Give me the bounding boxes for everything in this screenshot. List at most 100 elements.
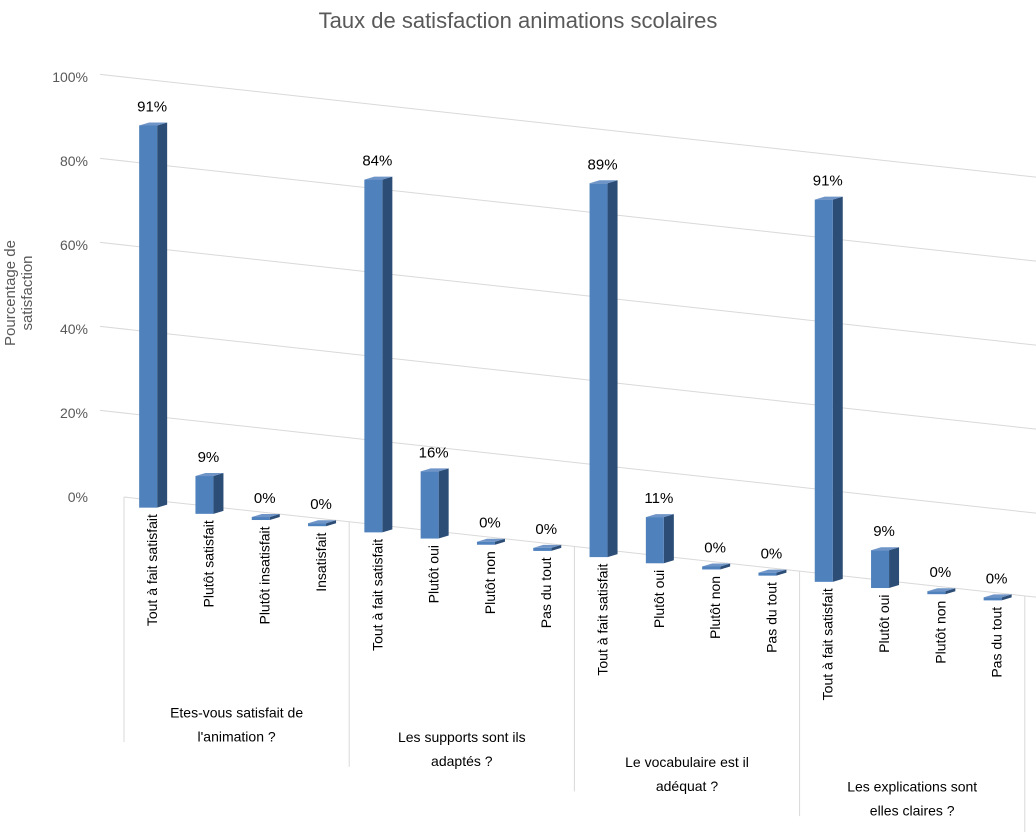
bar xyxy=(758,572,777,576)
bar-top xyxy=(645,514,674,518)
category-label: Pas du tout xyxy=(538,557,554,628)
category-label: Plutôt non xyxy=(482,551,498,614)
group-label: l'animation ? xyxy=(198,728,276,744)
bar-top xyxy=(758,569,787,573)
category-label: Plutôt non xyxy=(707,576,723,639)
data-label: 9% xyxy=(198,449,220,466)
data-label: 89% xyxy=(588,156,618,173)
bar xyxy=(533,547,552,551)
y-tick-label: 40% xyxy=(60,321,88,337)
category-label: Plutôt satisfait xyxy=(200,520,216,607)
group-label: elles claires ? xyxy=(870,803,955,819)
gridline xyxy=(99,157,1036,262)
category-label: Tout à fait satisfait xyxy=(595,563,611,675)
bar-top xyxy=(814,196,843,200)
bar xyxy=(814,199,833,582)
data-label: 0% xyxy=(704,539,726,556)
bar-top xyxy=(476,538,505,542)
group-label: adaptés ? xyxy=(431,753,493,769)
y-tick-label: 80% xyxy=(60,153,88,169)
bar-top xyxy=(983,594,1012,598)
bar-top xyxy=(420,468,449,472)
bar-side xyxy=(889,547,900,589)
bar xyxy=(420,471,439,539)
data-label: 0% xyxy=(930,564,952,581)
data-label: 9% xyxy=(873,523,895,540)
group-label: Le vocabulaire est il xyxy=(625,754,749,770)
category-label: Plutôt non xyxy=(932,601,948,664)
chart-title: Taux de satisfaction animations scolaire… xyxy=(318,8,718,33)
category-label: Pas du tout xyxy=(989,607,1005,678)
bar-top xyxy=(702,563,731,567)
y-tick-label: 100% xyxy=(52,69,88,85)
bar-side xyxy=(326,520,337,527)
data-label: 0% xyxy=(310,496,332,513)
category-label: Plutôt insatisfait xyxy=(257,526,273,624)
group-label: adéquat ? xyxy=(656,778,718,794)
gridline xyxy=(99,409,1036,514)
bar xyxy=(702,566,721,570)
category-label: Insatisfait xyxy=(313,533,329,592)
bar-side xyxy=(438,468,449,539)
bar xyxy=(871,550,890,589)
bar xyxy=(139,125,158,508)
gridline xyxy=(99,73,1036,178)
y-tick-label: 20% xyxy=(60,405,88,421)
bar-top xyxy=(139,122,168,126)
bar-side xyxy=(382,176,393,533)
bar xyxy=(927,591,946,595)
data-label: 0% xyxy=(254,490,276,507)
category-label: Tout à fait satisfait xyxy=(369,539,385,651)
bar xyxy=(983,597,1002,601)
bar-side xyxy=(157,122,168,508)
data-label: 91% xyxy=(137,98,167,115)
gridline xyxy=(99,241,1036,346)
y-tick-label: 60% xyxy=(60,237,88,253)
group-label: Etes-vous satisfait de xyxy=(170,704,303,720)
data-label: 0% xyxy=(761,546,783,563)
bar xyxy=(251,517,270,521)
bar xyxy=(589,183,608,558)
data-label: 0% xyxy=(535,521,557,538)
bar-side xyxy=(663,514,674,564)
bar-side xyxy=(494,538,505,545)
bar-top xyxy=(308,520,337,524)
gridline xyxy=(99,325,1036,430)
bar-side xyxy=(945,588,956,595)
data-label: 0% xyxy=(986,570,1008,587)
bar-top xyxy=(533,544,562,548)
data-label: 16% xyxy=(419,444,449,461)
data-label: 84% xyxy=(362,153,392,170)
data-label: 0% xyxy=(479,515,501,532)
bar xyxy=(645,517,664,564)
bar-side xyxy=(269,514,280,521)
data-label: 91% xyxy=(813,173,843,190)
bar-top xyxy=(927,588,956,592)
bar-top xyxy=(871,547,900,551)
bar xyxy=(308,523,327,527)
bar-side xyxy=(607,180,618,558)
category-label: Plutôt oui xyxy=(876,594,892,652)
group-label: Les supports sont ils xyxy=(398,729,526,745)
category-label: Plutôt oui xyxy=(426,545,442,603)
bar-side xyxy=(776,569,787,576)
bar xyxy=(195,476,214,514)
bar-side xyxy=(213,473,224,514)
bar-side xyxy=(832,196,843,582)
bar-side xyxy=(551,544,562,551)
bar-top xyxy=(251,514,280,518)
data-label: 11% xyxy=(644,490,673,507)
category-label: Pas du tout xyxy=(763,582,779,653)
bar-top xyxy=(589,180,618,184)
bar xyxy=(476,541,495,545)
bar xyxy=(364,179,383,533)
bar-side xyxy=(1001,594,1012,601)
bar-top xyxy=(195,473,224,477)
group-label: Les explications sont xyxy=(847,779,977,795)
y-tick-label: 0% xyxy=(68,489,88,505)
category-label: Tout à fait satisfait xyxy=(144,514,160,626)
bar-side xyxy=(720,563,731,570)
category-label: Plutôt oui xyxy=(651,570,667,628)
bar-top xyxy=(364,176,393,180)
